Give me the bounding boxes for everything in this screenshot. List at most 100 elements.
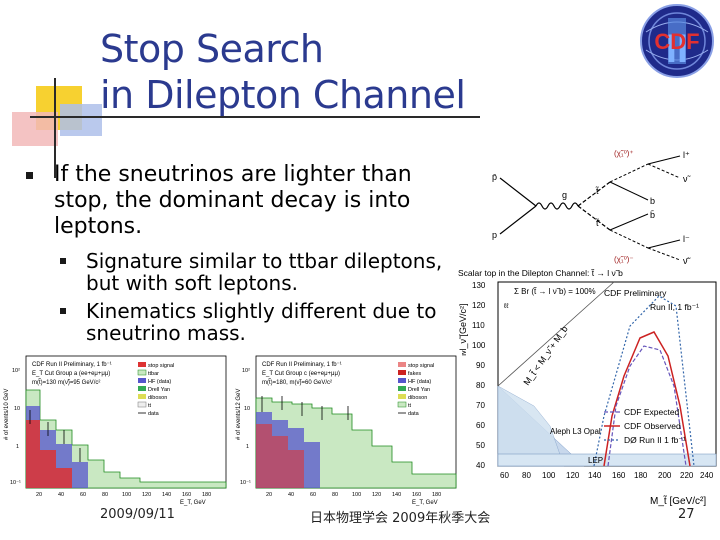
hist-right-ytick: 10⁻¹ [240, 480, 251, 486]
hist-left-legend-item: diboson [148, 395, 167, 401]
hist-right-legend-item: diboson [408, 395, 427, 401]
hist-right-xtick: 60 [310, 492, 316, 498]
excl-annot-prelim: CDF Preliminary [604, 288, 667, 298]
hist-left-xlabel: E_T, GeV [180, 500, 206, 506]
label-lplus: l⁺ [683, 150, 690, 160]
bullet-main: If the sneutrinos are lighter than stop,… [20, 162, 460, 240]
nubar-line [647, 247, 681, 261]
footer-conference: 日本物理学会 2009年秋季大会 [310, 511, 491, 526]
excl-aleph-label: Aleph L3 Opal [550, 427, 601, 436]
excl-ytick: 120 [472, 301, 486, 310]
excl-xtick: 160 [612, 471, 626, 480]
bullet-list: If the sneutrinos are lighter than stop,… [20, 162, 460, 344]
excl-diagonal-line [497, 281, 615, 387]
hist-left-title: CDF Run II Preliminary, 1 fb⁻¹ [32, 362, 112, 368]
title-line-2: in Dilepton Channel [100, 73, 466, 117]
hist-left-signal [26, 420, 72, 488]
excl-annot-br: Σ Br (t̃ → l ν̃ b) = 100% [514, 287, 596, 296]
sub-bullet-1: Signature similar to ttbar dileptons, bu… [20, 250, 460, 294]
hist-left-xtick: 140 [162, 492, 171, 498]
excl-xtick: 240 [700, 471, 714, 480]
hist-right-x-ticks: 20 40 60 80 100 120 140 160 180 [266, 492, 441, 498]
exclusion-plot: Scalar top in the Dilepton Channel: t̃ →… [454, 266, 720, 510]
excl-legend-d0: DØ Run II 1 fb⁻¹ [624, 435, 686, 445]
hist-left-legend-item: stop signal [148, 363, 174, 369]
label-p: p [492, 230, 497, 240]
lower-chargino-line [609, 229, 649, 249]
excl-ytick: 40 [476, 461, 485, 470]
hist-left-subtitle: E_T Cut Group a (ee+eμ+μμ) [32, 371, 110, 377]
incoming-p-line [499, 177, 537, 207]
bullet-square-icon [60, 258, 66, 264]
label-g: g [562, 190, 567, 200]
stopbar-line [577, 205, 611, 231]
excl-ytick: 130 [472, 281, 486, 290]
excl-ytick: 100 [472, 341, 486, 350]
hist-left-xtick: 20 [36, 492, 42, 498]
hist-left-ylabel: # of events/10 GeV [4, 389, 10, 440]
sub-bullet-2-text: Kinematics slightly different due to sne… [86, 299, 437, 345]
hist-right-xtick: 160 [412, 492, 421, 498]
label-stopbar: t̃̄ [595, 218, 601, 228]
stop-line [577, 181, 611, 207]
label-stop: t̃ [595, 186, 600, 196]
excl-xtick: 220 [680, 471, 694, 480]
gluon-line [535, 202, 579, 210]
hist-left-xtick: 180 [202, 492, 211, 498]
hist-right-xlabel: E_T, GeV [412, 500, 438, 506]
excl-observed-curve [603, 331, 691, 467]
label-lminus: l⁻ [683, 234, 690, 244]
excl-lep-band [497, 453, 717, 467]
hist-left-xtick: 60 [80, 492, 86, 498]
footer-page-number: 27 [678, 507, 695, 522]
hist-right-ylabel: # of events/12 GeV [236, 389, 242, 440]
hist-left-ytick: 10⁻¹ [10, 480, 21, 486]
title-line-1: Stop Search [100, 27, 324, 71]
hist-left-xtick: 80 [102, 492, 108, 498]
excl-legend: CDF Expected CDF Observed DØ Run II 1 fb… [604, 407, 686, 445]
excl-header: Scalar top in the Dilepton Channel: t̃ →… [458, 268, 623, 278]
nu-line [647, 163, 681, 179]
hist-right-legend-item: data [408, 411, 420, 417]
excl-xtick: 140 [588, 471, 602, 480]
sub-bullet-1-text: Signature similar to ttbar dileptons, bu… [86, 249, 443, 295]
hist-left-legend-item: HF (data) [148, 379, 171, 385]
excl-lep-label: LEP [588, 456, 603, 465]
label-bottom-state: (χ̃₁⁰)⁻ [614, 255, 634, 264]
hist-left-legend-item: ttbar [148, 371, 159, 377]
hist-right-xtick: 100 [352, 492, 361, 498]
label-pbar: p̄ [492, 172, 497, 182]
hist-right-signal [256, 424, 304, 488]
hist-left-xtick: 160 [182, 492, 191, 498]
hist-left-masses: m(t̃)=130 m(ν̃)=95 GeV/c² [32, 379, 100, 386]
hist-left-legend-item: data [148, 411, 160, 417]
decor-horizontal-line [30, 116, 480, 118]
hist-right-xtick: 180 [432, 492, 441, 498]
excl-ytick: 110 [472, 321, 485, 330]
hist-left-ytick: 10² [12, 368, 20, 374]
hist-right-legend-item: Drell Yan [408, 387, 430, 393]
label-b: b [650, 196, 655, 206]
label-top-state: (χ̃₁⁰)⁺ [614, 149, 634, 158]
hist-right-legend-item: stop signal [408, 363, 434, 369]
upper-chargino-line [609, 163, 649, 183]
excl-annot-run: Run II, 1 fb⁻¹ [650, 302, 699, 312]
b-line [609, 181, 649, 201]
excl-ytick: 50 [476, 441, 485, 450]
incoming-pbar-line [499, 205, 537, 235]
hist-left-legend-item: tt [148, 403, 152, 409]
excl-xtick: 200 [658, 471, 672, 480]
cdf-logo: II CDF [640, 4, 714, 78]
decor-square-blue [60, 104, 102, 136]
excl-expected-curve [607, 345, 687, 467]
excl-x-ticks: 60 80 100 120 140 160 180 200 220 240 [500, 471, 714, 480]
excl-xtick: 100 [542, 471, 556, 480]
excl-ytick: 80 [476, 381, 485, 390]
excl-xtick: 60 [500, 471, 509, 480]
sub-bullet-2: Kinematics slightly different due to sne… [20, 300, 460, 344]
bullet-square-icon [26, 172, 33, 179]
histogram-right: CDF Run II Preliminary, 1 fb⁻¹ E_T Cut G… [232, 350, 462, 506]
hist-left-x-ticks: 20 40 60 80 100 120 140 160 180 [36, 492, 211, 498]
excl-ytick: 90 [476, 361, 485, 370]
bbar-line [609, 213, 649, 231]
